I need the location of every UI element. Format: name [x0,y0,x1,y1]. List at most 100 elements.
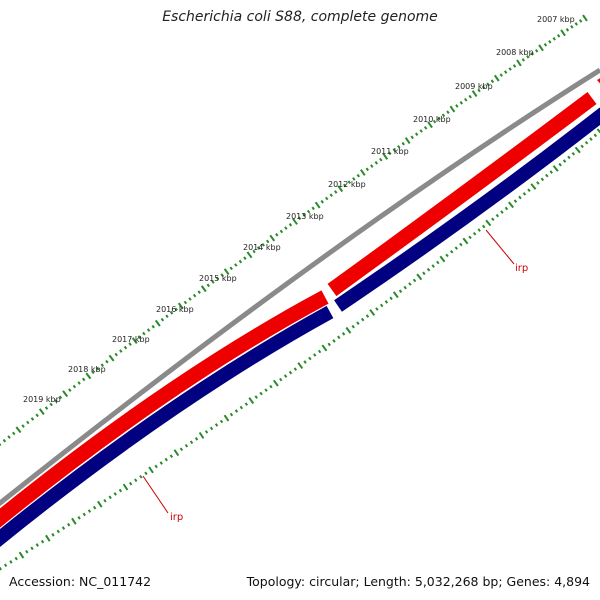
ruler-tick [118,488,123,493]
ruler-tick [410,135,414,140]
ruler-tick [552,165,559,172]
ruler-tick [384,300,389,304]
ruler-tick [437,116,441,121]
ruler-tick [468,94,472,99]
ruler-tick [334,190,338,194]
ruler-tick [87,509,92,513]
ruler-tick [493,74,500,82]
ruler-tick [2,438,7,443]
ruler-tick [449,105,456,113]
ruler-label: 2014 kbp [243,243,281,252]
ruler-label: 2018 kbp [68,365,106,374]
ruler-tick [462,237,469,245]
ruler-label: 2010 kbp [413,115,451,124]
ruler-tick [369,309,376,316]
ruler-tick [148,466,154,474]
ruler-tick [454,246,458,250]
ruler-tick [105,359,109,364]
ruler-label: 2007 kbp [537,15,575,24]
ruler-tick [356,173,361,178]
ruler-tick [248,397,255,405]
ruler-tick [512,64,517,68]
ruler-tick [538,44,544,52]
ruler-tick [3,563,8,568]
ruler-tick [306,209,311,214]
ruler-tick [311,206,315,211]
ruler-tick [154,319,161,327]
ruler-label: 2008 kbp [496,48,534,57]
ruler-tick [472,231,477,236]
ruler-tick [459,242,463,247]
ruler-tick [303,360,307,364]
ruler-tick [482,224,486,229]
ruler-tick [375,307,379,311]
ruler-tick [582,14,588,22]
ruler-tick [571,151,576,156]
ruler-tick [142,331,146,336]
ruler-tick [379,157,383,162]
ruler-tick [91,370,95,375]
ruler-tick [351,324,355,329]
ruler-tick [113,492,117,496]
ruler-tick [314,201,321,209]
ruler-tick [345,326,352,334]
ruler-tick [198,431,205,439]
ruler-tick [128,342,132,346]
ruler-tick [243,256,247,260]
ruler-tick [485,219,492,227]
ruler-tick [504,206,509,211]
ruler-tick [560,29,566,37]
ruler-tick [401,141,405,146]
ruler-tick [412,278,417,283]
ruler-tick [416,273,423,281]
ruler-label: 2016 kbp [156,305,194,314]
ruler-tick [481,85,486,90]
ruler-tick [254,395,258,399]
ruler-tick [536,181,540,185]
ruler-tick [77,516,81,520]
ruler-tick [359,169,366,176]
ruler-tick [471,90,478,97]
ruler-tick [499,73,503,77]
ruler-tick [477,228,481,232]
ruler-tick [578,19,583,23]
ruler-tick [341,332,346,336]
ruler-tick [164,457,168,462]
ruler-tick [151,324,155,329]
ruler-tick [18,551,25,559]
ruler-tick [122,483,129,491]
ruler-tick [503,70,508,74]
ruler-tick [239,405,244,410]
ruler-tick [352,177,356,181]
feature-pointer [485,229,515,265]
ruler-tick [279,229,284,234]
ruler-tick [284,226,288,230]
ruler-label: 2019 kbp [23,395,61,404]
ruler-tick [154,464,158,469]
ruler-tick [197,290,201,294]
ruler-tick [549,170,553,174]
ruler-tick [534,49,539,53]
ruler-tick [12,431,16,436]
ruler-tick [82,512,86,517]
ruler-tick [62,390,69,398]
ruler-tick [189,440,194,445]
feature-pointer [142,475,169,514]
ruler-tick [567,155,571,160]
ruler-tick [219,419,224,424]
ruler-tick [159,461,163,465]
ruler-tick [414,132,419,136]
ruler-tick [477,88,481,93]
ruler-tick [21,424,25,428]
ruler-tick [392,148,396,152]
ruler-tick [244,402,249,406]
ruler-tick [108,495,112,500]
ruler-tick [97,500,103,508]
ruler-tick [246,251,253,259]
forward-strand-track [327,92,597,297]
ruler-tick [508,201,514,209]
ruler-tick [259,391,263,396]
ruler-tick [215,276,220,281]
ruler-tick [347,180,352,184]
